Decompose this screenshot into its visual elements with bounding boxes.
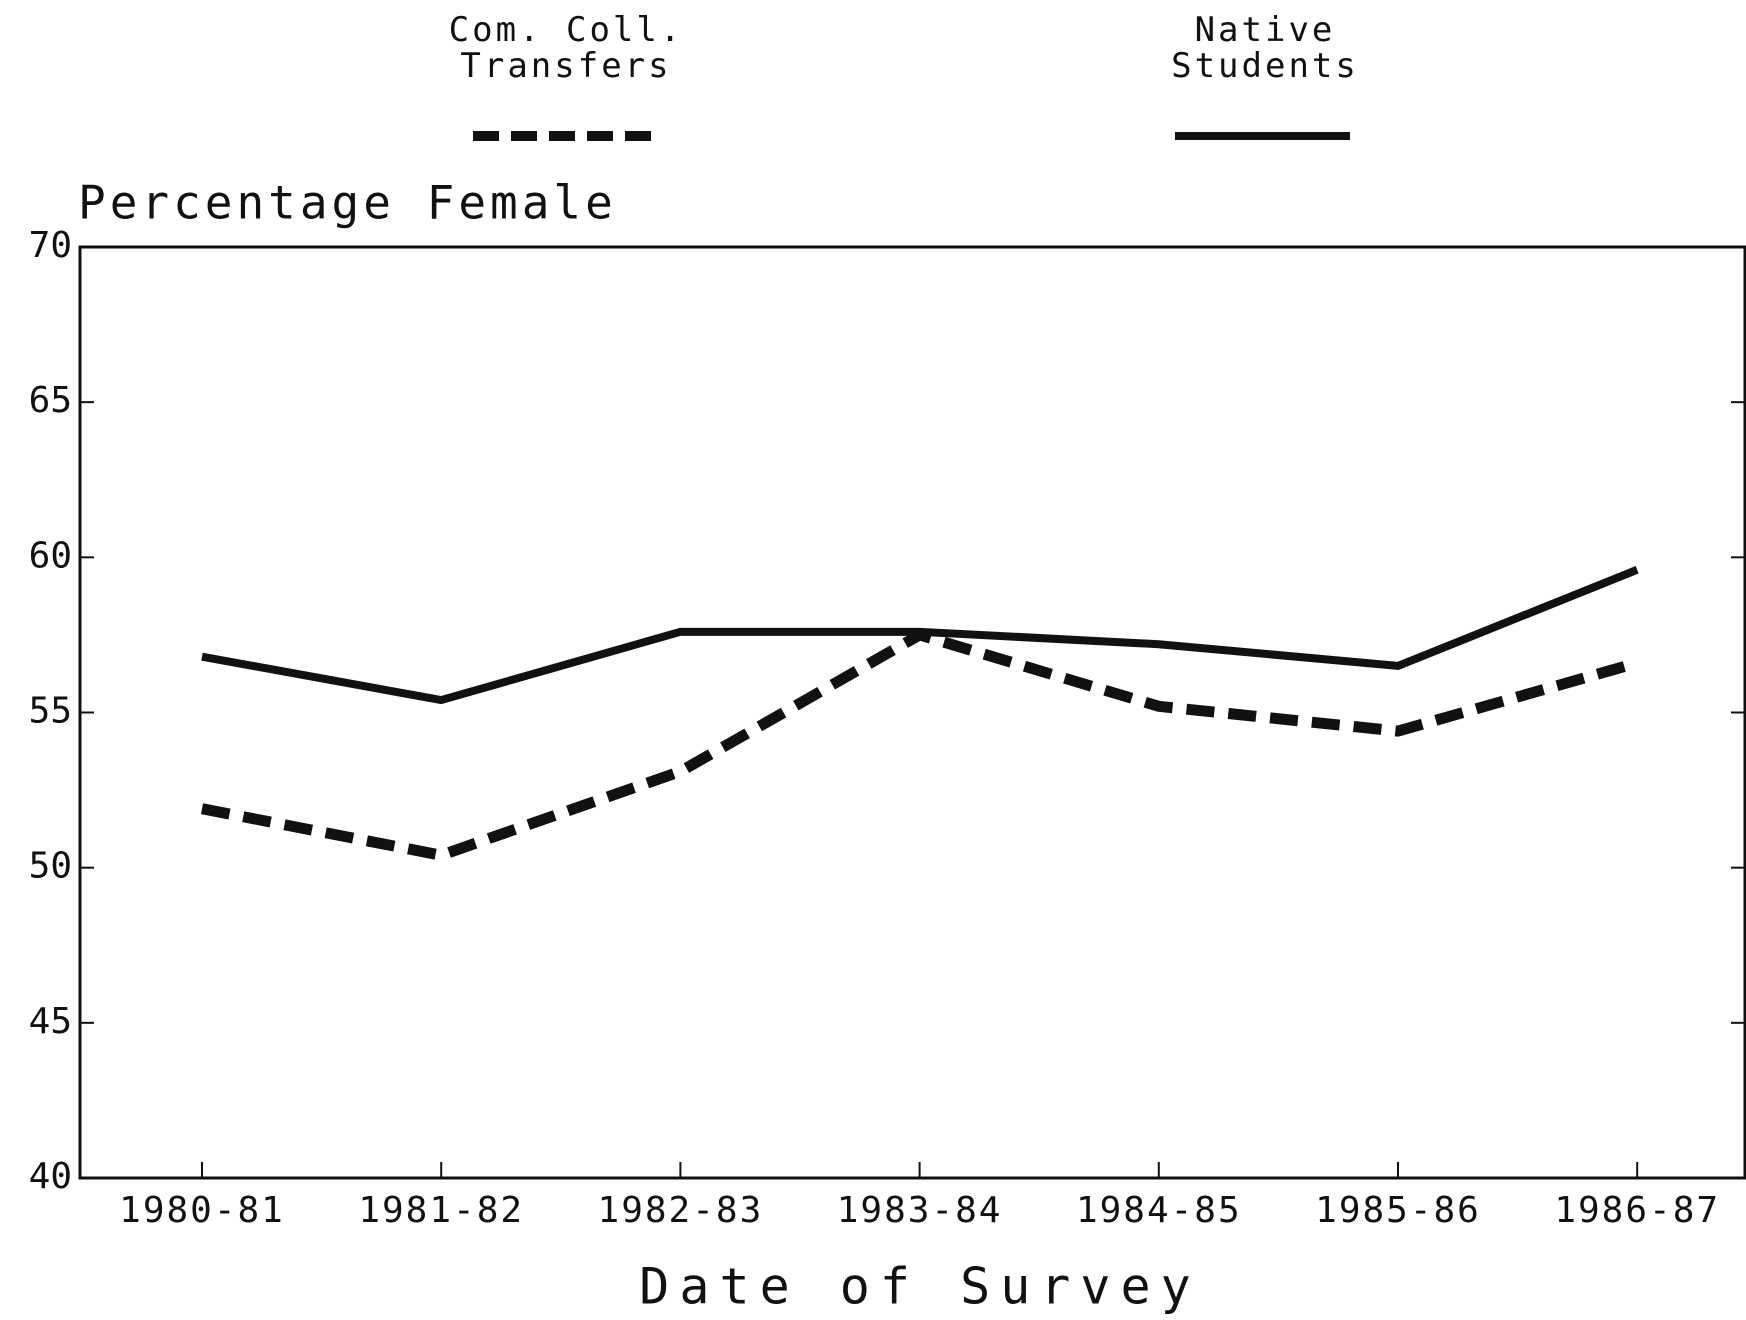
- legend-label: Com. Coll. Transfers: [448, 10, 684, 86]
- series-line: [201, 566, 1639, 705]
- x-tick-label: 1984-85: [1076, 1190, 1242, 1231]
- y-tick-label: 65: [29, 380, 72, 421]
- y-tick-label: 60: [29, 535, 72, 576]
- x-axis-title: Date of Survey: [639, 1258, 1200, 1316]
- x-tick-label: 1981-82: [358, 1190, 524, 1231]
- x-tick-label: 1980-81: [119, 1190, 285, 1231]
- y-tick-label: 55: [29, 691, 72, 732]
- x-tick-label: 1982-83: [598, 1190, 764, 1231]
- series-line: [200, 629, 1639, 861]
- x-tick-label: 1985-86: [1315, 1190, 1481, 1231]
- y-tick-label: 70: [29, 225, 72, 266]
- legend-label: Native Students: [1171, 10, 1359, 86]
- y-tick-label: 45: [29, 1001, 72, 1042]
- plot-frame: [78, 245, 1746, 1180]
- y-tick-label: 50: [29, 846, 72, 887]
- y-tick-label: 40: [29, 1156, 72, 1197]
- x-tick-label: 1983-84: [837, 1190, 1003, 1231]
- x-tick-label: 1986-87: [1554, 1190, 1720, 1231]
- chart-title: Percentage Female: [78, 176, 617, 230]
